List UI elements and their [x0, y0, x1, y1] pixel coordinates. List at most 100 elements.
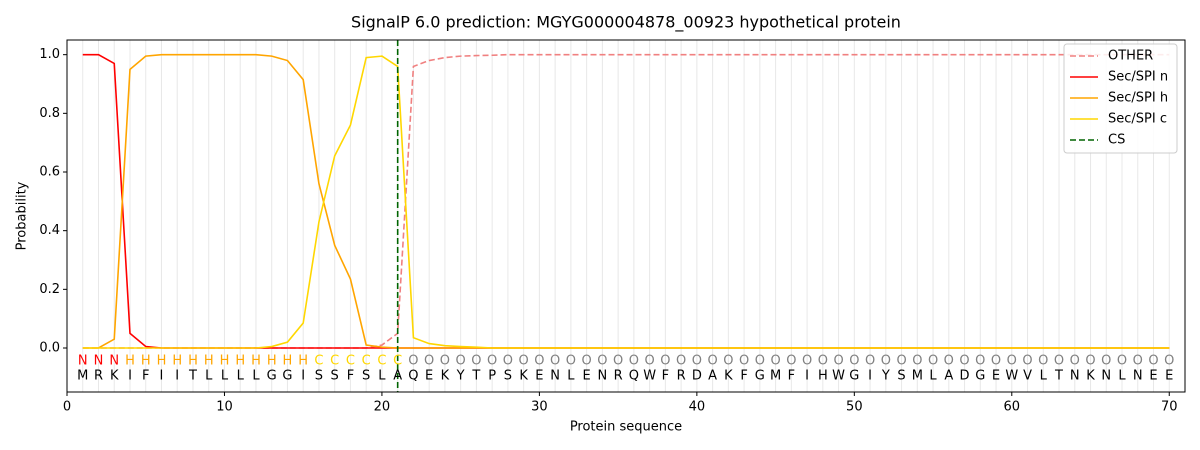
residue-label: E: [1149, 369, 1157, 384]
region-label: O: [896, 354, 906, 369]
region-label: O: [629, 354, 639, 369]
series-line: [82, 55, 1170, 349]
residue-label: W: [643, 369, 656, 384]
region-label: O: [1070, 354, 1080, 369]
residue-label: T: [471, 369, 480, 384]
residue-label: L: [237, 369, 245, 384]
region-label: O: [692, 354, 702, 369]
region-label: O: [597, 354, 607, 369]
residue-label: P: [488, 369, 496, 384]
region-label: O: [471, 354, 481, 369]
region-label: O: [1148, 354, 1158, 369]
region-label: O: [849, 354, 859, 369]
region-label: H: [298, 354, 308, 369]
legend-label: OTHER: [1108, 49, 1153, 64]
residue-label: L: [378, 369, 386, 384]
residue-label: S: [362, 369, 370, 384]
region-label: O: [770, 354, 780, 369]
region-label: O: [1022, 354, 1032, 369]
region-label: O: [1054, 354, 1064, 369]
residue-label: M: [77, 369, 88, 384]
region-label: O: [424, 354, 434, 369]
residue-label: L: [929, 369, 937, 384]
region-label: O: [613, 354, 623, 369]
residue-label: S: [504, 369, 512, 384]
region-label: H: [267, 354, 277, 369]
residue-label: F: [662, 369, 669, 384]
residue-label: I: [175, 369, 179, 384]
y-tick-label: 0.0: [39, 341, 60, 356]
region-label: O: [456, 354, 466, 369]
residue-label: I: [868, 369, 872, 384]
residue-label: N: [1101, 369, 1111, 384]
region-label: C: [362, 354, 371, 369]
residue-label: A: [393, 369, 402, 384]
residue-label: L: [1040, 369, 1048, 384]
residue-label: Y: [881, 369, 890, 384]
region-label: O: [1085, 354, 1095, 369]
region-label: O: [1101, 354, 1111, 369]
residue-label: E: [1165, 369, 1173, 384]
residue-label: A: [944, 369, 953, 384]
residue-label: I: [805, 369, 809, 384]
legend-label: Sec/SPI h: [1108, 91, 1168, 106]
region-label: O: [1117, 354, 1127, 369]
region-label: H: [125, 354, 135, 369]
residue-label: L: [1118, 369, 1126, 384]
region-label: O: [487, 354, 497, 369]
y-tick-label: 0.8: [39, 106, 60, 121]
residue-label: D: [960, 369, 970, 384]
residue-label: K: [724, 369, 733, 384]
region-label: O: [959, 354, 969, 369]
residue-label: K: [1086, 369, 1095, 384]
region-label: O: [1038, 354, 1048, 369]
legend-label: Sec/SPI c: [1108, 112, 1167, 127]
residue-label: T: [188, 369, 197, 384]
region-label: O: [440, 354, 450, 369]
region-label: O: [707, 354, 717, 369]
residue-label: L: [221, 369, 229, 384]
residue-label: V: [1023, 369, 1032, 384]
x-tick-label: 50: [846, 400, 863, 415]
residue-label: S: [315, 369, 323, 384]
residue-label: I: [160, 369, 164, 384]
residue-label: N: [1133, 369, 1143, 384]
y-tick-label: 0.2: [39, 282, 60, 297]
residue-label: F: [740, 369, 747, 384]
series-line: [82, 53, 1170, 349]
region-label: O: [503, 354, 513, 369]
residue-label: G: [975, 369, 985, 384]
region-label: O: [865, 354, 875, 369]
residue-label: G: [282, 369, 292, 384]
residue-label: A: [708, 369, 717, 384]
residue-label: R: [94, 369, 103, 384]
region-label: O: [1164, 354, 1174, 369]
residue-label: S: [331, 369, 339, 384]
residue-label: M: [912, 369, 923, 384]
residue-label: L: [205, 369, 213, 384]
x-tick-label: 60: [1004, 400, 1021, 415]
x-tick-label: 20: [374, 400, 391, 415]
residue-label: N: [598, 369, 608, 384]
residue-label: K: [441, 369, 450, 384]
region-label: H: [188, 354, 198, 369]
region-label: O: [802, 354, 812, 369]
region-label: O: [991, 354, 1001, 369]
region-label: O: [755, 354, 765, 369]
region-label: H: [283, 354, 293, 369]
residue-label: D: [692, 369, 702, 384]
residue-label: N: [1070, 369, 1080, 384]
region-label: C: [377, 354, 386, 369]
residue-label: M: [770, 369, 781, 384]
residue-label: W: [832, 369, 845, 384]
residue-label: E: [583, 369, 591, 384]
y-tick-label: 0.6: [39, 165, 60, 180]
region-label: O: [739, 354, 749, 369]
legend-label: Sec/SPI n: [1108, 70, 1168, 85]
region-label: O: [786, 354, 796, 369]
series-line: [82, 53, 1170, 349]
residue-label: I: [301, 369, 305, 384]
x-tick-label: 40: [689, 400, 706, 415]
residue-label: K: [519, 369, 528, 384]
